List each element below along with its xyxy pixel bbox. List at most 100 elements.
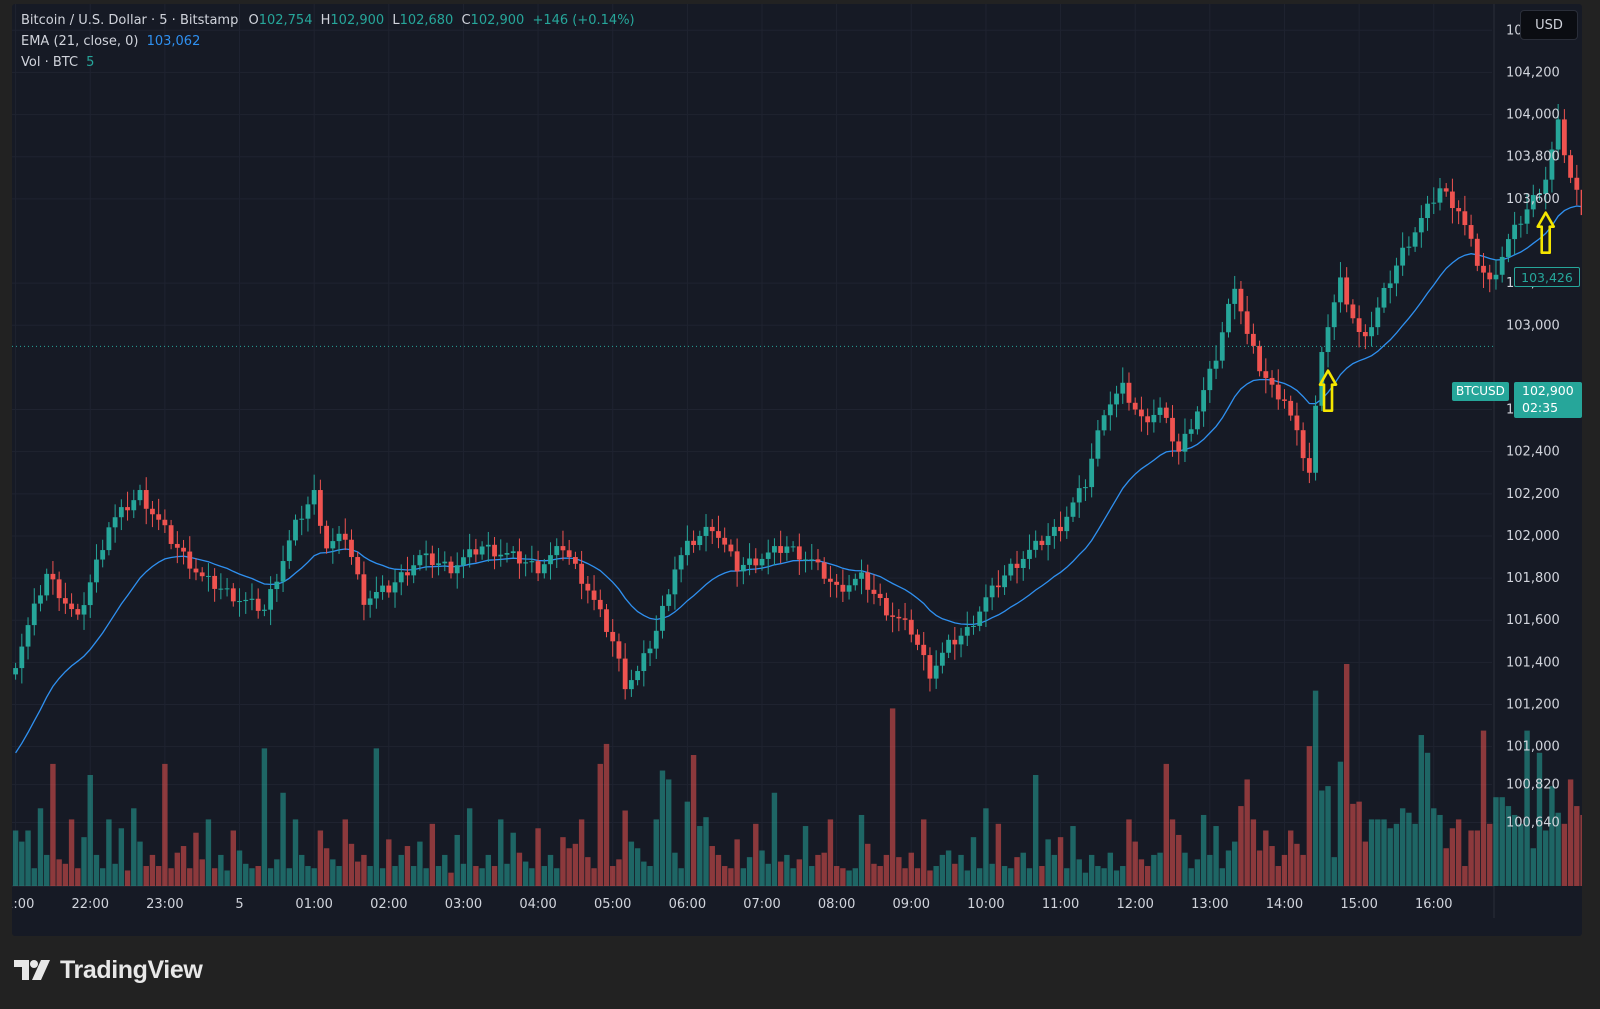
candle-body <box>1462 211 1468 226</box>
volume-bar <box>734 839 740 886</box>
volume-bar <box>75 868 81 886</box>
currency-button[interactable]: USD <box>1520 10 1578 40</box>
volume-bar <box>1169 819 1176 886</box>
candle-body <box>852 578 858 586</box>
candle-body <box>467 549 473 558</box>
volume-bar <box>554 868 560 886</box>
volume-bar <box>1443 848 1449 886</box>
volume-bar <box>672 852 678 886</box>
volume-bar <box>1356 801 1362 886</box>
volume-bar <box>1431 808 1437 886</box>
volume-bar <box>137 841 143 886</box>
volume-bar <box>964 870 970 886</box>
x-tick-label: 09:00 <box>893 897 930 912</box>
candle-body <box>933 665 939 679</box>
candle-body <box>566 550 572 558</box>
volume-bar <box>1225 850 1232 886</box>
candle-body <box>485 544 491 547</box>
volume-bar <box>1256 850 1263 886</box>
volume-bar <box>1536 752 1543 886</box>
candle-body <box>1288 400 1294 416</box>
price-chart[interactable]: 104,400104,200104,000103,800103,600103,2… <box>12 4 1582 936</box>
candle-body <box>1232 288 1238 304</box>
ema-legend[interactable]: EMA (21, close, 0) 103,062 <box>21 34 200 49</box>
volume-bar <box>740 868 747 886</box>
chart-panel[interactable]: 104,400104,200104,000103,800103,600103,2… <box>12 4 1582 936</box>
candle-body <box>286 540 292 562</box>
candle-body <box>778 546 784 553</box>
candle-body <box>349 539 354 558</box>
volume-bar <box>622 810 628 886</box>
candle-body <box>697 535 703 546</box>
x-tick-label: 08:00 <box>818 897 855 912</box>
candle-body <box>1157 407 1163 415</box>
volume-bar <box>1449 828 1456 886</box>
volume-bar <box>361 854 367 886</box>
volume-bar <box>230 830 236 886</box>
candle-body <box>691 540 696 546</box>
candle-body <box>411 565 417 576</box>
candle-body <box>716 531 721 538</box>
volume-bar <box>1001 866 1008 886</box>
candle-body <box>1076 488 1082 503</box>
candle-body <box>554 546 560 556</box>
volume-bar <box>1343 664 1350 886</box>
volume-bar <box>442 854 448 886</box>
volume-bar <box>1182 852 1188 886</box>
candle-body <box>293 519 298 541</box>
volume-bar <box>840 868 846 886</box>
volume-bar <box>927 870 933 886</box>
candle-body <box>908 619 914 635</box>
volume-bar <box>367 866 373 886</box>
volume-bar <box>149 854 156 886</box>
volume-legend[interactable]: Vol · BTC 5 <box>21 55 94 70</box>
candle-body <box>1474 238 1480 266</box>
tradingview-logo[interactable]: TradingView <box>14 956 203 985</box>
candle-body <box>492 544 497 557</box>
volume-bar <box>118 828 125 886</box>
candle-body <box>1070 502 1076 517</box>
volume-bar <box>1244 779 1250 886</box>
y-tick-label: 103,600 <box>1506 192 1560 207</box>
candle-body <box>1014 563 1020 568</box>
y-tick-label: 102,400 <box>1506 445 1560 460</box>
candle-body <box>995 585 1001 588</box>
x-tick-label: 06:00 <box>669 897 706 912</box>
volume-bar <box>1511 814 1518 886</box>
volume-bar <box>292 819 299 886</box>
candle-body <box>1213 360 1219 369</box>
volume-bar <box>1381 819 1387 886</box>
volume-bar <box>1399 808 1406 886</box>
highlight-arrow-icon <box>1318 369 1338 412</box>
candle-body <box>1350 304 1356 319</box>
volume-bar <box>560 837 566 886</box>
candle-body <box>1499 256 1505 275</box>
last-price-tag: 103,426 <box>1514 267 1580 287</box>
candle-body <box>1300 430 1306 459</box>
candle-body <box>398 572 404 583</box>
candle-body <box>1163 407 1169 418</box>
candle-body <box>1524 209 1530 224</box>
symbol-title[interactable]: Bitcoin / U.S. Dollar · 5 · Bitstamp <box>21 13 239 28</box>
candle-body <box>1033 540 1039 550</box>
candle-body <box>112 517 118 528</box>
candle-body <box>454 565 460 574</box>
candle-body <box>734 551 740 572</box>
volume-bar <box>715 854 722 886</box>
volume-bar <box>921 819 927 886</box>
volume-bar <box>1176 834 1182 886</box>
volume-bar <box>124 870 131 886</box>
candle-body <box>137 490 143 501</box>
candle-body <box>1549 149 1555 180</box>
volume-bar <box>908 852 914 886</box>
volume-bar <box>193 832 199 886</box>
volume-bar <box>790 868 796 886</box>
volume-bar <box>267 868 274 886</box>
volume-bar <box>877 866 883 886</box>
volume-bar <box>1188 868 1194 886</box>
candle-body <box>846 585 852 592</box>
volume-bar <box>883 854 890 886</box>
candle-body <box>1375 307 1381 328</box>
candle-body <box>299 518 305 520</box>
x-tick-label: 03:00 <box>445 897 482 912</box>
